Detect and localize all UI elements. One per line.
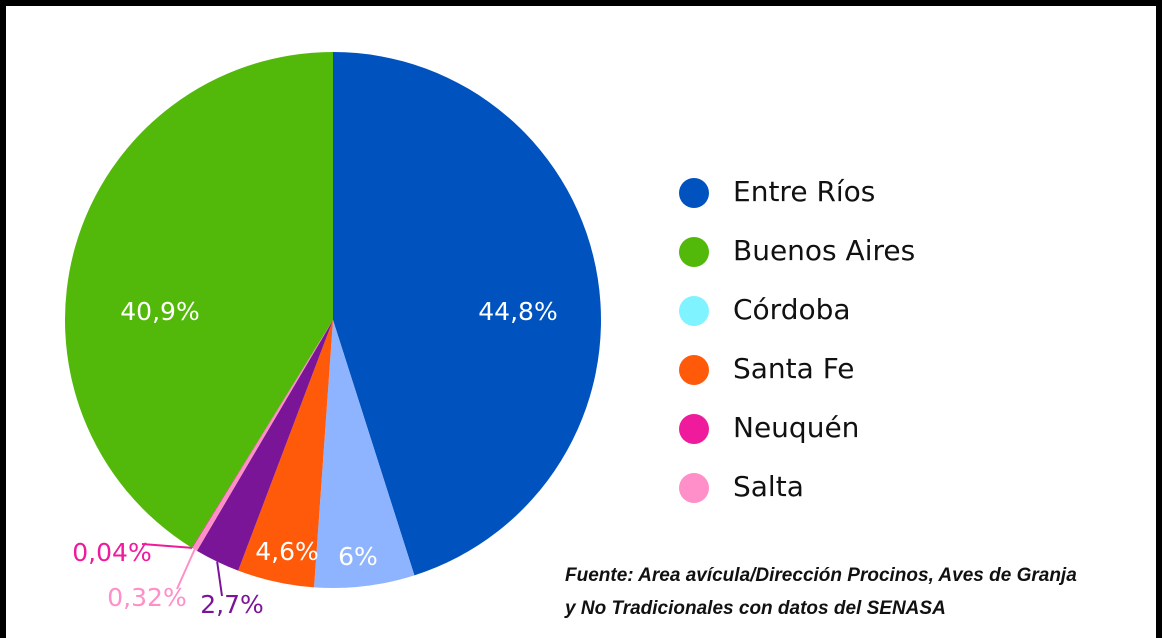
legend-swatch <box>679 237 709 267</box>
legend-label: Buenos Aires <box>733 234 915 267</box>
data-label: 4,6% <box>255 537 319 566</box>
leader-line <box>141 543 193 549</box>
pie-slice <box>191 320 333 549</box>
source-line: Fuente: Area avícula/Dirección Procinos,… <box>565 565 1077 586</box>
pie-slice <box>238 320 333 588</box>
legend-label: Córdoba <box>733 293 851 326</box>
legend-swatch <box>679 473 709 503</box>
data-label: 0,32% <box>107 583 186 612</box>
leader-line <box>216 561 223 597</box>
legend-swatch <box>679 296 709 326</box>
legend-label: Salta <box>733 470 804 503</box>
legend-label: Neuquén <box>733 411 859 444</box>
leader-line <box>176 549 196 590</box>
pie-slice <box>333 52 601 576</box>
data-label: 0,04% <box>72 538 151 567</box>
legend-label: Entre Ríos <box>733 175 875 208</box>
data-label: 2,7% <box>200 590 264 619</box>
pie-slice <box>65 52 333 548</box>
legend-label: Santa Fe <box>733 352 855 385</box>
pie-slice <box>192 320 333 551</box>
data-label: 6% <box>338 542 378 571</box>
pie-slice <box>196 320 333 571</box>
data-label: 44,8% <box>478 297 557 326</box>
pie-slice <box>314 320 415 588</box>
data-label: 40,9% <box>120 297 199 326</box>
source-line: y No Tradicionales con datos del SENASA <box>564 598 946 619</box>
legend-swatch <box>679 355 709 385</box>
legend-swatch <box>679 178 709 208</box>
legend-swatch <box>679 414 709 444</box>
